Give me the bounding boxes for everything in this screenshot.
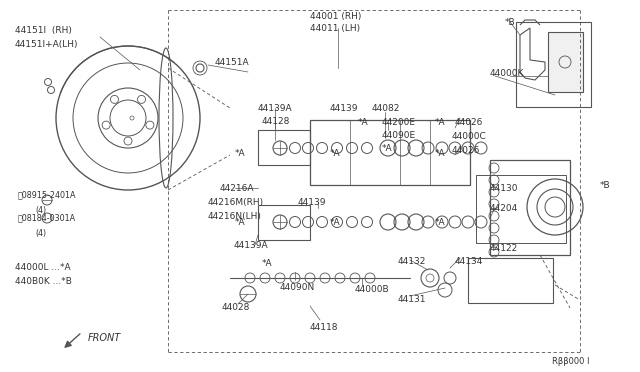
Text: 44200E: 44200E	[382, 118, 416, 126]
Text: 44000K: 44000K	[490, 68, 524, 77]
Text: 44001 (RH): 44001 (RH)	[310, 12, 362, 20]
Bar	[468, 258, 553, 303]
Bar	[548, 32, 583, 92]
Text: *A: *A	[435, 148, 445, 157]
Text: 44000C: 44000C	[452, 131, 487, 141]
Text: 44028: 44028	[222, 304, 250, 312]
Text: 44131: 44131	[398, 295, 426, 305]
Text: 44139A: 44139A	[234, 241, 269, 250]
Text: *B: *B	[505, 17, 516, 26]
Text: 44216M(RH): 44216M(RH)	[208, 198, 264, 206]
Bar	[490, 160, 570, 255]
Text: 44000L ...*A: 44000L ...*A	[15, 263, 70, 273]
Text: 44128: 44128	[262, 116, 291, 125]
Text: 44082: 44082	[372, 103, 401, 112]
Text: 44132: 44132	[398, 257, 426, 266]
Text: *A: *A	[382, 144, 392, 153]
Text: *A: *A	[435, 118, 445, 126]
Text: 440B0K ...*B: 440B0K ...*B	[15, 278, 72, 286]
Text: 44026: 44026	[452, 145, 481, 154]
Text: 44026: 44026	[455, 118, 483, 126]
Text: 44134: 44134	[455, 257, 483, 266]
Text: 44216N(LH): 44216N(LH)	[208, 212, 262, 221]
Text: *A: *A	[358, 118, 369, 126]
Text: *A: *A	[330, 218, 340, 227]
Text: FRONT: FRONT	[88, 333, 121, 343]
Text: 44090E: 44090E	[382, 131, 416, 140]
Text: *A: *A	[235, 218, 246, 227]
Text: 44139A: 44139A	[258, 103, 292, 112]
Text: 44139: 44139	[298, 198, 326, 206]
Text: 44216A: 44216A	[220, 183, 255, 192]
Text: 44011 (LH): 44011 (LH)	[310, 23, 360, 32]
Text: *B: *B	[600, 180, 611, 189]
Text: 44000B: 44000B	[355, 285, 390, 295]
Text: 44151A: 44151A	[215, 58, 250, 67]
Text: *A: *A	[262, 259, 273, 267]
Text: 44204: 44204	[490, 203, 518, 212]
Text: 44151l+A(LH): 44151l+A(LH)	[15, 39, 79, 48]
Text: 44139: 44139	[330, 103, 358, 112]
Text: Ⓒ08184-0301A: Ⓒ08184-0301A	[18, 214, 76, 222]
Text: 44151l  (RH): 44151l (RH)	[15, 26, 72, 35]
Text: 44122: 44122	[490, 244, 518, 253]
Text: Ⓥ08915-2401A: Ⓥ08915-2401A	[18, 190, 77, 199]
Text: *A: *A	[435, 218, 445, 227]
Text: 44130: 44130	[490, 183, 518, 192]
Bar	[516, 22, 591, 107]
Text: *A: *A	[235, 148, 246, 157]
Bar	[476, 175, 566, 243]
Text: (4): (4)	[35, 228, 46, 237]
Text: 44118: 44118	[310, 324, 339, 333]
Text: (4): (4)	[35, 205, 46, 215]
Text: *A: *A	[330, 148, 340, 157]
Text: 44090N: 44090N	[280, 283, 316, 292]
Text: Rββ000 I: Rββ000 I	[552, 357, 590, 366]
